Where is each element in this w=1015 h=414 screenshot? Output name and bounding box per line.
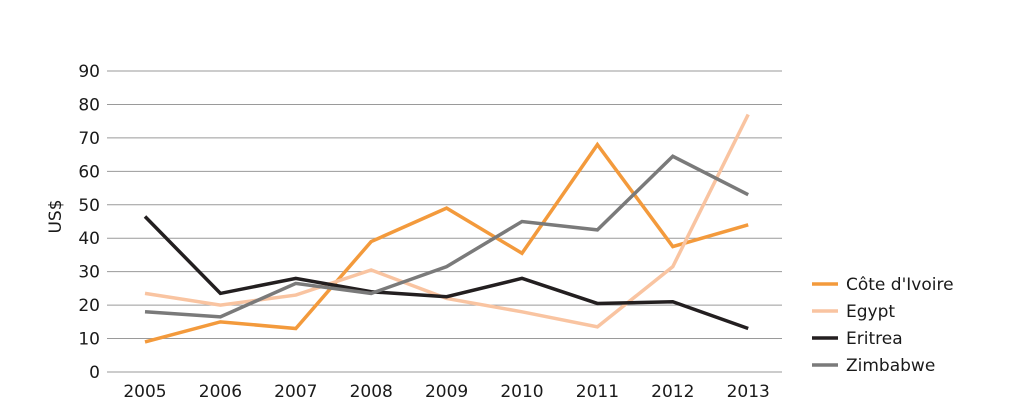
x-tick-label: 2011 [576, 382, 619, 402]
y-tick-label: 90 [78, 62, 100, 82]
y-tick-label: 70 [78, 129, 100, 149]
y-tick-label: 40 [78, 229, 100, 249]
y-tick-label: 50 [78, 196, 100, 216]
y-axis-label: US$ [46, 199, 66, 233]
x-tick-label: 2012 [651, 382, 694, 402]
x-axis-ticks: 2005 2006 2007 2008 2009 2010 2011 2012 2013 [123, 382, 769, 402]
y-tick-label: 0 [89, 363, 100, 383]
legend-label-eritrea: Eritrea [846, 329, 903, 349]
y-tick-label: 80 [78, 95, 100, 115]
x-tick-label: 2009 [425, 382, 468, 402]
x-tick-label: 2013 [727, 382, 770, 402]
y-axis-ticks: 0 10 20 30 40 50 60 70 80 90 [78, 62, 100, 383]
y-tick-label: 60 [78, 162, 100, 182]
y-tick-label: 20 [78, 296, 100, 316]
y-tick-label: 30 [78, 263, 100, 283]
legend: Côte d'Ivoire Egypt Eritrea Zimbabwe [812, 275, 954, 376]
x-tick-label: 2006 [199, 382, 242, 402]
legend-label-c-te-d-ivoire: Côte d'Ivoire [846, 275, 954, 295]
x-tick-label: 2007 [274, 382, 317, 402]
series-line-c-te-d-ivoire [144, 141, 749, 344]
series-line-zimbabwe [144, 154, 749, 319]
series-lines [143, 113, 750, 344]
x-tick-label: 2005 [123, 382, 166, 402]
y-tick-label: 10 [78, 330, 100, 350]
legend-label-egypt: Egypt [846, 302, 895, 322]
x-tick-label: 2008 [350, 382, 393, 402]
legend-label-zimbabwe: Zimbabwe [846, 356, 935, 376]
series-line-eritrea [143, 215, 749, 331]
x-tick-label: 2010 [500, 382, 543, 402]
